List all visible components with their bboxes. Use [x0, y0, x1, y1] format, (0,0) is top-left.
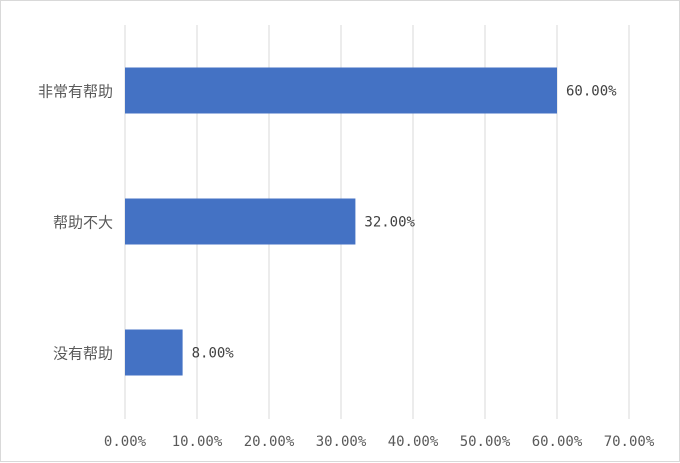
x-axis-tick-labels: 0.00% 10.00% 20.00% 30.00% 40.00% 50.00% 60.00…	[104, 434, 655, 450]
x-tick-label: 50.00%	[460, 434, 511, 450]
bar	[125, 67, 557, 114]
category-label: 没有帮助	[53, 345, 113, 363]
data-label: 60.00%	[566, 84, 617, 100]
x-tick-label: 40.00%	[388, 434, 439, 450]
x-tick-label: 70.00%	[604, 434, 655, 450]
x-tick-label: 10.00%	[172, 434, 223, 450]
x-tick-label: 30.00%	[316, 434, 367, 450]
x-tick-label: 60.00%	[532, 434, 583, 450]
bars	[125, 67, 557, 376]
bar	[125, 198, 356, 245]
x-tick-label: 0.00%	[104, 434, 147, 450]
x-tick-label: 20.00%	[244, 434, 295, 450]
bar	[125, 329, 183, 376]
data-labels: 60.00% 32.00% 8.00%	[192, 84, 618, 362]
data-label: 8.00%	[192, 346, 235, 362]
category-label: 非常有帮助	[38, 83, 113, 101]
category-label: 帮助不大	[53, 214, 113, 232]
data-label: 32.00%	[364, 215, 415, 231]
